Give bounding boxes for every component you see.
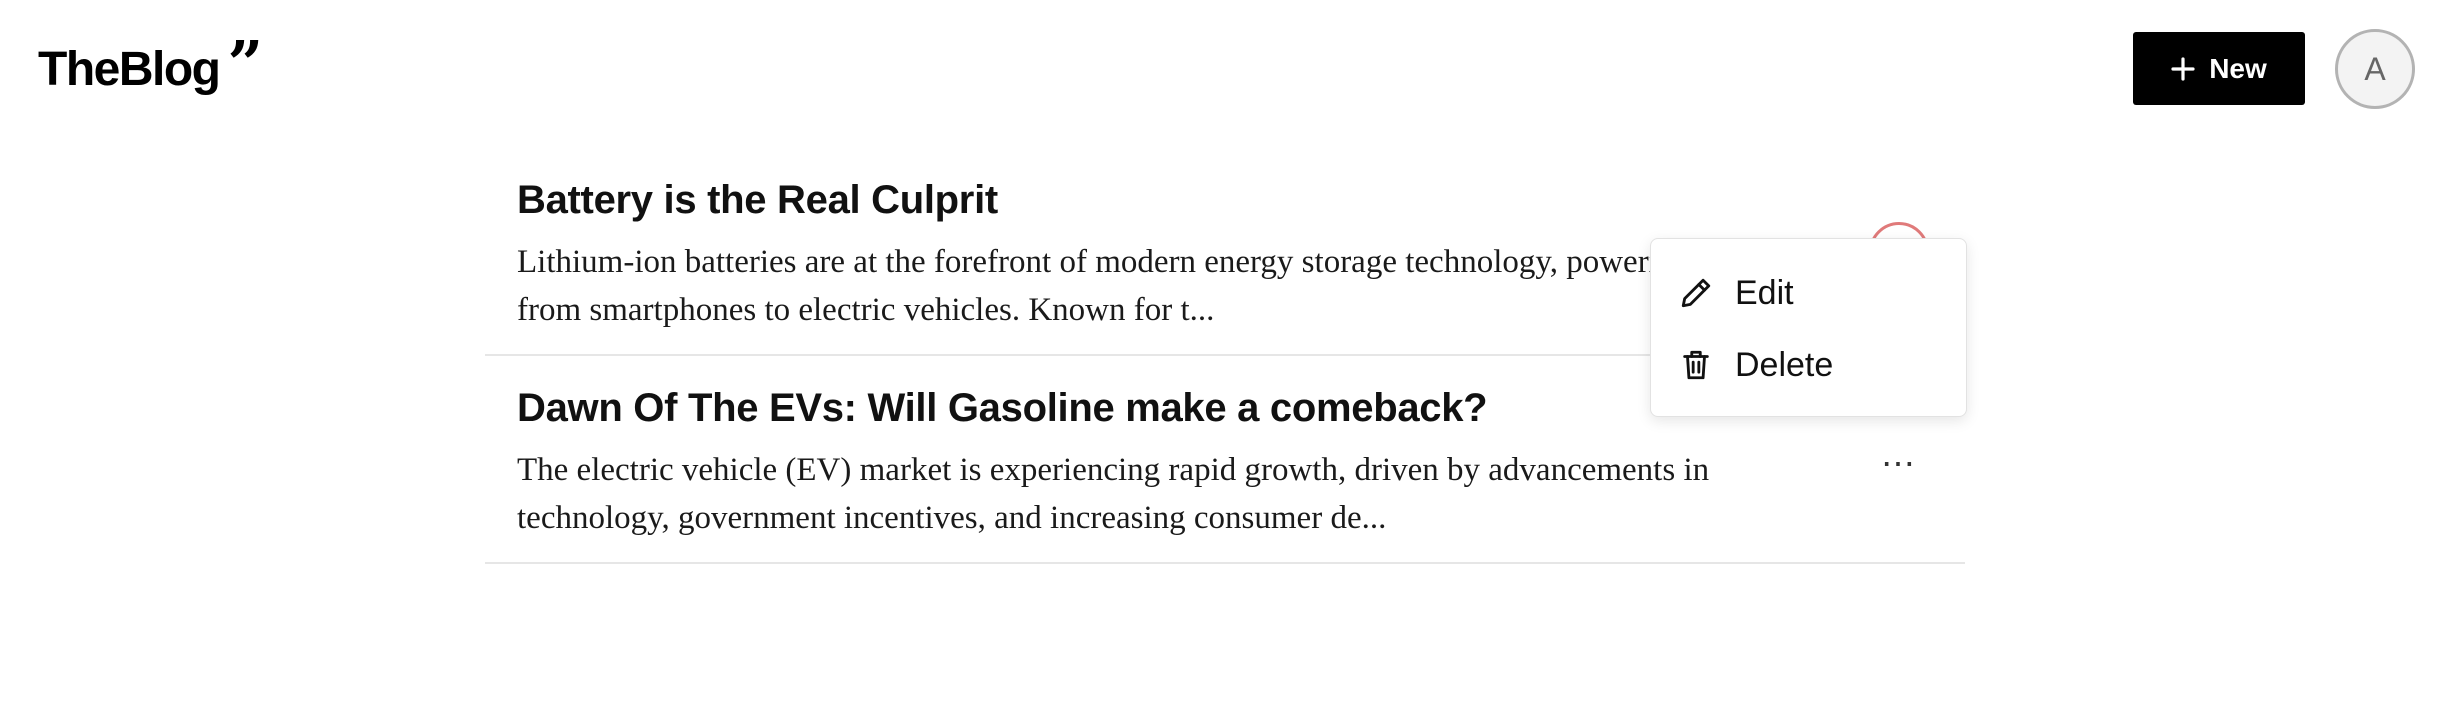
menu-item-edit[interactable]: Edit bbox=[1651, 257, 1966, 329]
trash-icon bbox=[1683, 350, 1709, 380]
new-button-label: New bbox=[2209, 52, 2267, 84]
post-excerpt: Lithium-ion batteries are at the forefro… bbox=[517, 244, 1841, 328]
post-list: Battery is the Real Culprit Lithium-ion … bbox=[485, 158, 1965, 564]
new-post-button[interactable]: New bbox=[2133, 32, 2305, 105]
post-item[interactable]: Dawn Of The EVs: Will Gasoline make a co… bbox=[485, 356, 1965, 564]
post-options-button[interactable]: ⋯ bbox=[1869, 434, 1929, 494]
post-excerpt: The electric vehicle (EV) market is expe… bbox=[517, 452, 1710, 536]
menu-item-label: Edit bbox=[1735, 273, 1794, 312]
logo-quote-icon: ” bbox=[227, 27, 263, 100]
pencil-icon bbox=[1681, 278, 1711, 308]
logo-text: TheBlog bbox=[38, 43, 221, 96]
avatar-initial: A bbox=[2364, 50, 2386, 87]
post-title[interactable]: Battery is the Real Culprit bbox=[517, 178, 998, 222]
post-options-menu: Edit Delete bbox=[1650, 238, 1967, 417]
site-logo[interactable]: TheBlog ” bbox=[38, 33, 263, 100]
menu-item-label: Delete bbox=[1735, 345, 1834, 384]
post-title[interactable]: Dawn Of The EVs: Will Gasoline make a co… bbox=[517, 386, 1488, 430]
plus-icon bbox=[2171, 56, 2195, 81]
user-avatar[interactable]: A bbox=[2335, 29, 2415, 109]
more-horizontal-icon: ⋯ bbox=[1881, 445, 1917, 483]
menu-item-delete[interactable]: Delete bbox=[1651, 329, 1966, 401]
